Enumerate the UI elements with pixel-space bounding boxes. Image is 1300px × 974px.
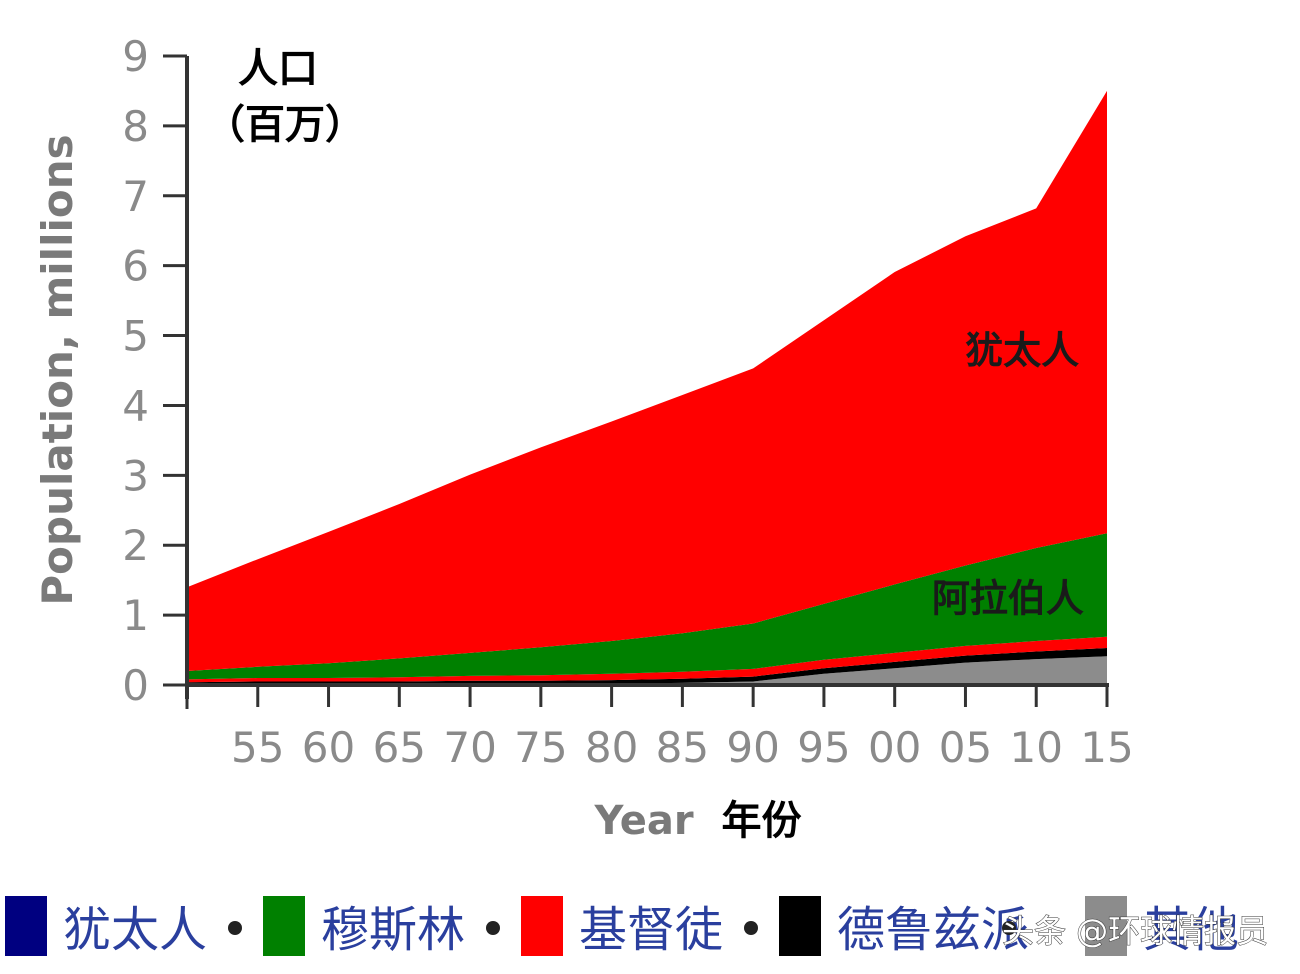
x-tick-label-0: 55	[231, 723, 284, 772]
area-series-0	[187, 656, 1107, 685]
y-axis-label: Population, millions	[33, 134, 82, 605]
legend-swatch-1	[263, 896, 305, 956]
x-tick-label-6: 85	[656, 723, 709, 772]
legend-label-4: 其他	[1143, 902, 1239, 958]
x-axis-label-cn: 年份	[722, 798, 802, 844]
legend-swatch-4	[1085, 896, 1127, 956]
x-tick-label-11: 10	[1010, 723, 1063, 772]
x-axis-label-en: Year	[593, 798, 693, 844]
legend-separator-0	[228, 921, 242, 935]
y-tick-label-4: 4	[122, 381, 149, 430]
x-tick-label-5: 80	[585, 723, 638, 772]
y-tick-label-2: 2	[122, 521, 149, 570]
x-tick-label-9: 00	[868, 723, 921, 772]
y-tick-label-0: 0	[122, 661, 149, 710]
y-tick-label-9: 9	[122, 32, 149, 81]
x-tick-label-1: 60	[302, 723, 355, 772]
x-tick-label-3: 70	[443, 723, 496, 772]
watermark-text: 头条 @环球情报员	[1002, 912, 1268, 950]
legend-label-1: 穆斯林	[321, 902, 465, 958]
chart-title-line-2: （百万）	[205, 102, 365, 148]
x-tick-label-4: 75	[514, 723, 567, 772]
legend-swatch-3	[779, 896, 821, 956]
chart-title-line-1: 人口	[238, 46, 318, 92]
y-tick-label-1: 1	[122, 591, 149, 640]
area-series-2	[187, 636, 1107, 683]
legend-separator-1	[486, 921, 500, 935]
legend-label-0: 犹太人	[63, 902, 207, 958]
area-series-3	[187, 533, 1107, 680]
x-tick-label-8: 95	[797, 723, 850, 772]
y-tick-label-6: 6	[122, 242, 149, 291]
annotation-0: 犹太人	[965, 329, 1079, 373]
y-tick-label-7: 7	[122, 172, 149, 221]
y-axis-ticks: 0 1 2 3 4 5 6 7 8 9	[122, 32, 187, 710]
x-tick-label-12: 15	[1080, 723, 1133, 772]
x-tick-label-2: 65	[373, 723, 426, 772]
x-axis-ticks: 55 60 65 70 75 80 85 90 95 00 05 10 15	[185, 685, 1134, 772]
annotation-1: 阿拉伯人	[932, 577, 1084, 621]
y-tick-label-5: 5	[122, 312, 149, 361]
legend: 犹太人 穆斯林 基督徒 德鲁兹派 其他	[5, 896, 1239, 958]
area-series-1	[187, 648, 1107, 684]
legend-swatch-2	[521, 896, 563, 956]
x-tick-label-10: 05	[939, 723, 992, 772]
x-axis-label: Year 年份	[593, 798, 801, 844]
x-tick-label-7: 90	[726, 723, 779, 772]
area-layers	[187, 90, 1107, 685]
axes	[185, 56, 1109, 699]
legend-label-2: 基督徒	[579, 902, 723, 958]
y-tick-label-8: 8	[122, 102, 149, 151]
area-series-4	[187, 90, 1107, 671]
legend-label-3: 德鲁兹派	[837, 902, 1029, 958]
legend-swatch-0	[5, 896, 47, 956]
y-tick-label-3: 3	[122, 451, 149, 500]
legend-separator-3	[1002, 921, 1016, 935]
legend-separator-2	[744, 921, 758, 935]
